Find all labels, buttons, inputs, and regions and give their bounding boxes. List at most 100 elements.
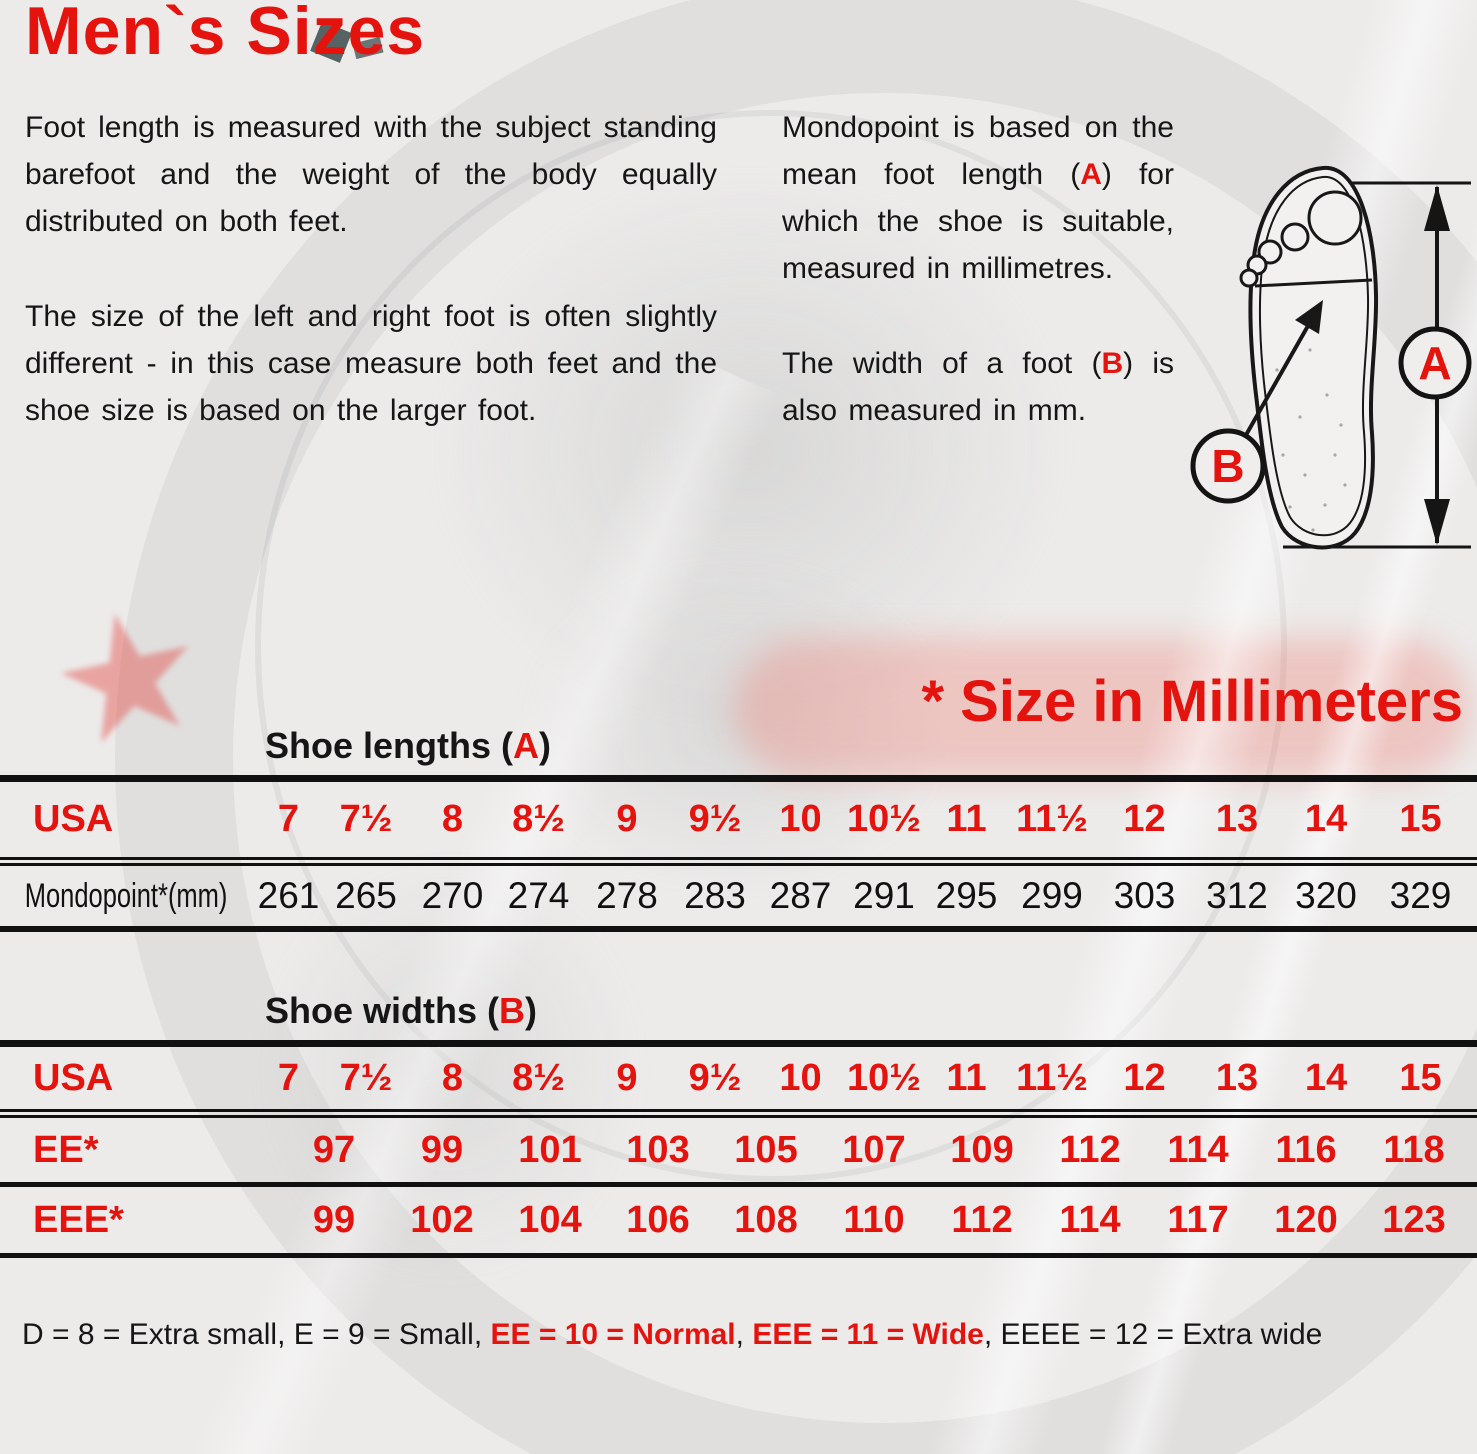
footnote-black-2: , EEEE = 12 = Extra wide [983, 1318, 1323, 1351]
page-title: Men`s Sizes [25, 0, 426, 69]
ee-width-cell: 103 [626, 1128, 690, 1171]
usa-size-cell: 9 [616, 798, 638, 840]
mondopoint-cell: 295 [935, 875, 998, 916]
usa-size-cell: 11½ [1016, 1056, 1088, 1099]
usa-size-cell: 11 [946, 798, 987, 840]
shoe-widths-table: USA 7 7½ 8 8½ 9 9½ 10 10½ 11 11½ 12 13 14 15 EE* 97 99… [0, 1040, 1477, 1258]
usa-size-cell: 8½ [512, 798, 565, 840]
shoe-lengths-table: USA 7 7½ 8 8½ 9 9½ 10 10½ 11 11½ 12 13 14 15 Mondopoi… [0, 775, 1477, 932]
usa-size-cell: 12 [1123, 1056, 1166, 1099]
mondopoint-cell: 287 [769, 875, 832, 916]
toe [1239, 268, 1259, 288]
eee-width-cell: 120 [1274, 1198, 1338, 1241]
usa-size-cell: 9½ [688, 798, 742, 840]
label-a: A [1418, 337, 1451, 389]
foot-diagram-svg: A B [1190, 165, 1472, 550]
eee-width-cell: 104 [518, 1198, 582, 1241]
eee-row-label: EEE* [33, 1198, 124, 1241]
usa-size-cell: 15 [1399, 1056, 1442, 1099]
mondopoint-cell: 312 [1206, 875, 1268, 916]
intro-right-column: Mondopoint is based on the mean foot len… [782, 104, 1174, 482]
mondopoint-cell: 265 [335, 875, 397, 916]
eee-width-cell: 108 [734, 1198, 798, 1241]
shoe-widths-heading: Shoe widths (B) [265, 990, 537, 1032]
ee-width-cell: 112 [1059, 1128, 1121, 1171]
usa-size-cell: 10 [779, 798, 822, 840]
lengths-heading-pre: Shoe lengths ( [265, 725, 514, 766]
ee-width-cell: 118 [1383, 1128, 1445, 1171]
size-units-note: * Size in Millimeters [921, 669, 1463, 734]
usa-size-cell: 10½ [847, 1056, 921, 1099]
eee-width-cell: 117 [1167, 1198, 1229, 1241]
widths-heading-post: ) [525, 990, 537, 1031]
ee-width-cell: 114 [1167, 1128, 1229, 1171]
usa-size-cell: 7 [277, 798, 300, 840]
usa-size-cell: 12 [1123, 798, 1166, 840]
eee-widths-row: EEE* 99 102 104 106 108 110 112 114 117 120 123 [0, 1187, 1477, 1258]
paragraph-mondopoint: Mondopoint is based on the mean foot len… [782, 104, 1174, 292]
usa-widths-sizes-row: USA 7 7½ 8 8½ 9 9½ 10 10½ 11 11½ 12 13 14 15 [0, 1047, 1477, 1118]
widths-heading-letter-b: B [499, 990, 525, 1031]
usa-size-cell: 8 [441, 798, 464, 840]
ee-width-cell: 101 [518, 1128, 582, 1171]
mondopoint-cell: 274 [507, 875, 570, 916]
usa-row-label: USA [33, 798, 114, 840]
width-legend-footnote: D = 8 = Extra small, E = 9 = Small, EE =… [22, 1318, 1322, 1352]
shoe-lengths-heading: Shoe lengths (A) [265, 725, 551, 767]
width-letter-b: B [1101, 347, 1124, 380]
mondopoint-cell: 303 [1113, 875, 1176, 916]
widths-heading-pre: Shoe widths ( [265, 990, 499, 1031]
lengths-heading-letter-a: A [513, 725, 540, 766]
mondopoint-cell: 261 [257, 875, 320, 916]
eee-width-cell: 110 [843, 1198, 905, 1241]
label-b: B [1211, 440, 1244, 492]
usa-size-cell: 8 [441, 1056, 464, 1099]
eee-width-cell: 99 [312, 1198, 356, 1241]
eee-width-cell: 114 [1059, 1198, 1121, 1241]
mondopoint-cell: 329 [1389, 875, 1452, 916]
usa-row-label: USA [33, 1056, 114, 1099]
eee-width-cell: 123 [1382, 1198, 1446, 1241]
usa-size-cell: 10 [779, 1056, 822, 1099]
footnote-comma: , [735, 1318, 753, 1351]
eee-width-cell: 112 [951, 1198, 1013, 1241]
ee-width-cell: 105 [734, 1128, 798, 1171]
mondopoint-cell: 283 [684, 875, 746, 916]
footnote-black-1: D = 8 = Extra small, E = 9 = Small, [22, 1318, 491, 1351]
ee-row-label: EE* [33, 1128, 99, 1171]
usa-size-cell: 14 [1304, 1056, 1348, 1099]
usa-size-cell: 8½ [512, 1056, 565, 1099]
usa-size-cell: 7½ [339, 1056, 393, 1099]
intro-left-column: Foot length is measured with the subject… [25, 104, 717, 482]
ee-width-cell: 99 [420, 1128, 464, 1171]
usa-size-cell: 13 [1215, 1056, 1259, 1099]
usa-size-cell: 14 [1304, 798, 1348, 840]
eee-width-cell: 102 [410, 1198, 474, 1241]
mondopoint-cell: 270 [421, 875, 484, 916]
usa-size-cell: 10½ [847, 798, 921, 840]
mondopoint-row-label: Mondopoint*(mm) [24, 876, 228, 915]
mondopoint-row: Mondopoint*(mm) 261 265 270 274 278 283 287 291… [0, 866, 1477, 932]
big-toe [1307, 190, 1363, 246]
usa-size-cell: 9 [616, 1056, 638, 1099]
paragraph-left-right-foot: The size of the left and right foot is o… [25, 300, 717, 427]
lengths-heading-post: ) [539, 725, 552, 766]
eee-width-cell: 106 [626, 1198, 690, 1241]
usa-size-cell: 13 [1215, 798, 1259, 840]
paragraph-foot-length: Foot length is measured with the subject… [25, 111, 717, 238]
mondopoint-cell: 299 [1021, 875, 1083, 916]
usa-sizes-row: USA 7 7½ 8 8½ 9 9½ 10 10½ 11 11½ 12 13 14 15 [0, 782, 1477, 866]
width-text-pre: The width of a foot ( [782, 347, 1102, 380]
ee-width-cell: 107 [842, 1128, 906, 1171]
usa-size-cell: 11½ [1016, 798, 1088, 840]
usa-size-cell: 9½ [688, 1056, 742, 1099]
mondopoint-cell: 320 [1295, 875, 1357, 916]
foot-measurement-diagram: A B [1185, 155, 1475, 575]
usa-size-cell: 7 [277, 1056, 300, 1099]
usa-size-cell: 7½ [339, 798, 393, 840]
toe [1280, 222, 1310, 252]
ee-width-cell: 109 [950, 1128, 1014, 1171]
footnote-eee-wide: EEE = 11 = Wide [752, 1318, 984, 1351]
usa-size-cell: 15 [1399, 798, 1442, 840]
